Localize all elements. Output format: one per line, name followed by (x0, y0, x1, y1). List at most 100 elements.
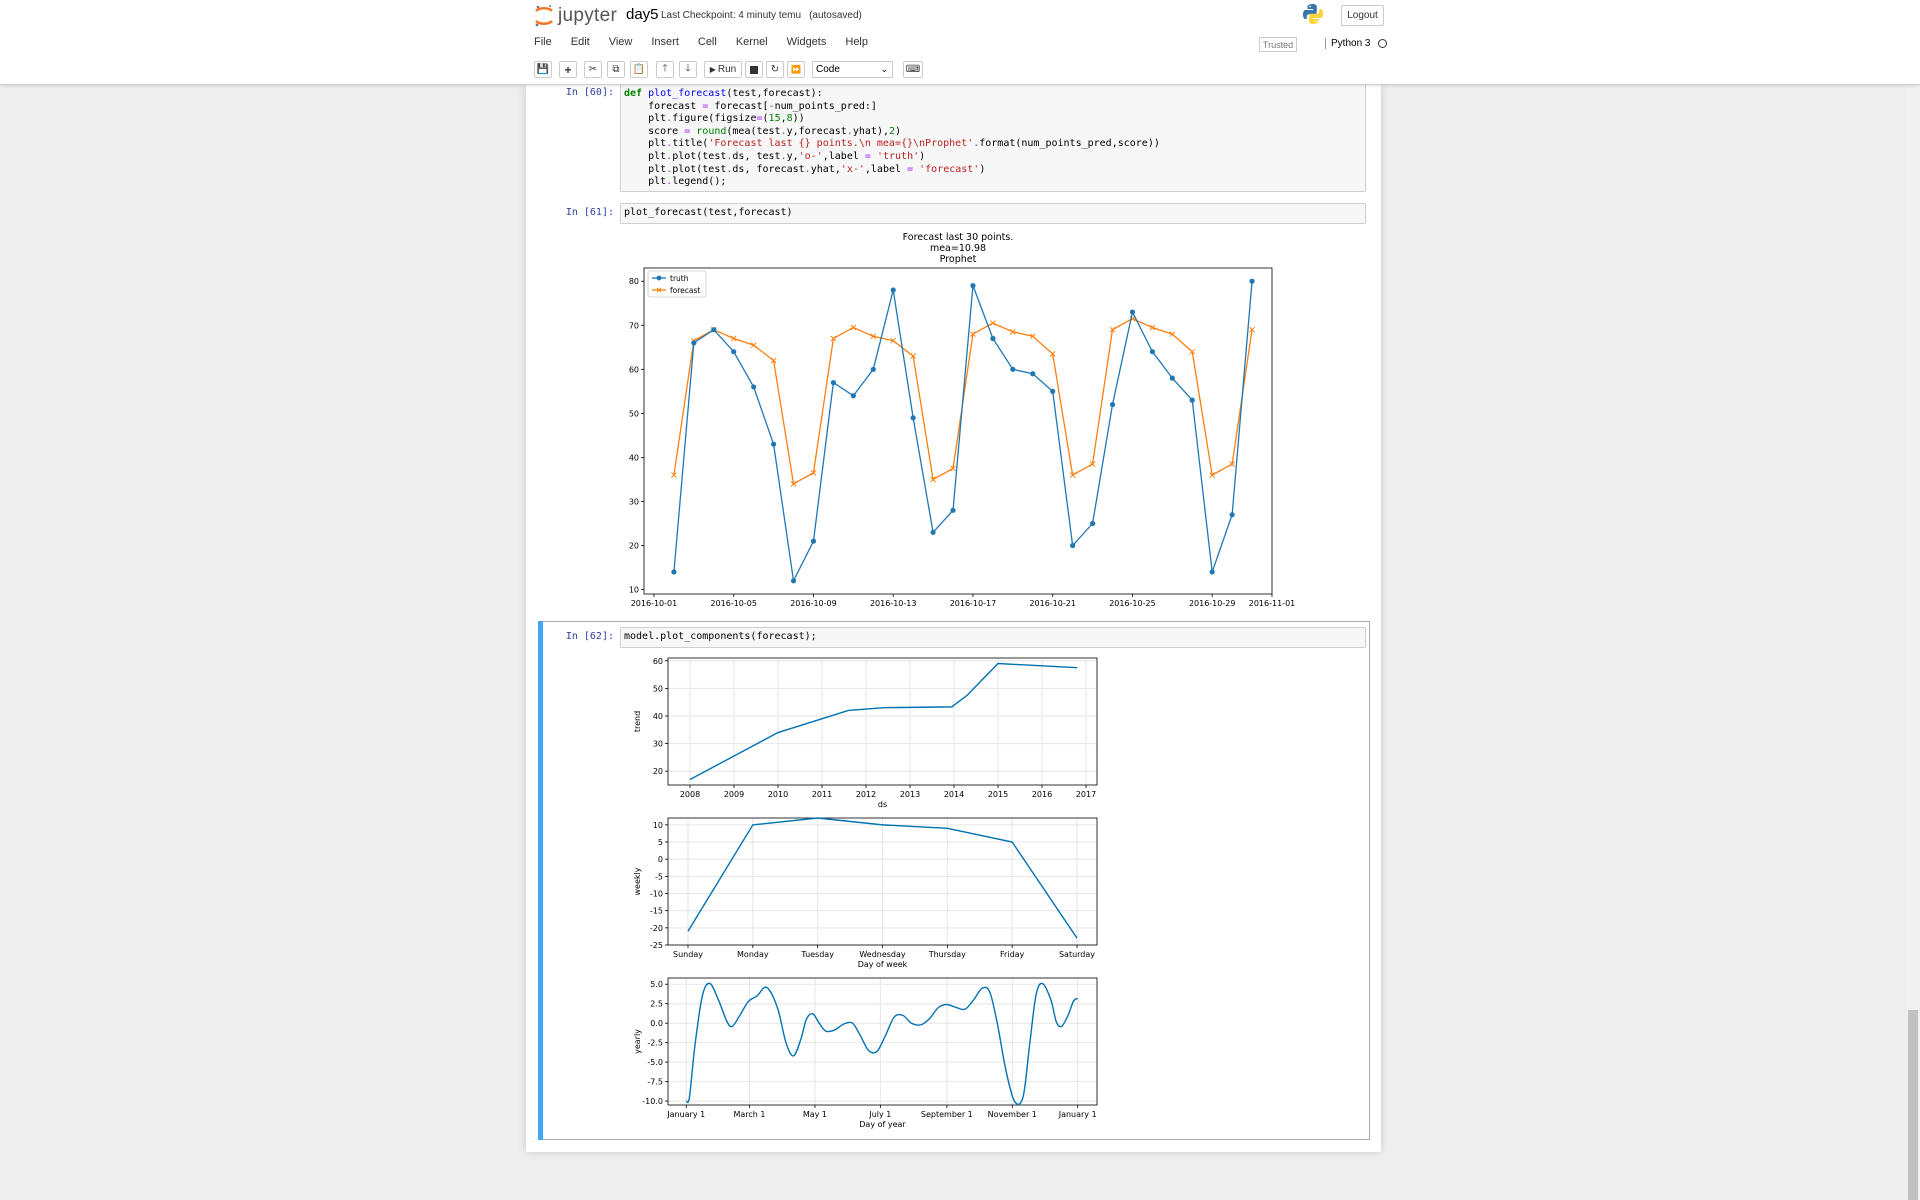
x-tick-label: 2011 (812, 790, 832, 799)
y-tick-label: -5.0 (647, 1058, 663, 1067)
trusted-badge[interactable]: Trusted (1259, 37, 1297, 52)
truth-point (930, 529, 936, 535)
y-tick-label: 5.0 (650, 980, 663, 989)
insert-cell-button[interactable]: + (559, 61, 577, 78)
kernel-idle-icon (1378, 39, 1388, 48)
legend-truth-label: truth (670, 274, 689, 283)
move-down-button[interactable]: 🡓 (679, 61, 697, 78)
chart-title: mea=10.98 (930, 243, 986, 254)
selected-cell-indicator (538, 621, 543, 1140)
forecast-point (1089, 461, 1096, 467)
restart-button[interactable]: ↻ (766, 61, 784, 78)
copy-button[interactable]: ⧉ (607, 61, 625, 78)
command-palette-button[interactable]: ⌨ (903, 61, 923, 78)
x-tick-label: 2016-10-21 (1029, 599, 1076, 608)
cell-prompt: In [62]: (565, 631, 614, 642)
y-tick-label: 0.0 (650, 1019, 663, 1028)
forecast-point (870, 333, 877, 340)
scissors-icon: ✂ (588, 64, 598, 75)
legend-forecast-marker (656, 287, 662, 293)
menu-kernel[interactable]: Kernel (735, 36, 768, 48)
y-tick-label: 50 (653, 684, 663, 693)
x-tick-label: January 1 (1058, 1110, 1097, 1119)
y-tick-label: -5 (655, 872, 663, 881)
truth-point (770, 441, 777, 447)
notebook-container (526, 84, 1381, 1152)
save-button[interactable]: 💾 (534, 61, 552, 78)
plot-frame (643, 267, 1273, 595)
trend-line (689, 662, 1078, 781)
truth-point (671, 569, 677, 575)
arrow-up-icon: 🡑 (662, 63, 668, 74)
step-forward-icon: ▶ (709, 65, 716, 74)
forecast-point (1109, 326, 1116, 333)
truth-point (1010, 366, 1016, 372)
menu-file[interactable]: File (534, 36, 552, 48)
forecast-point (970, 331, 976, 337)
menu-insert[interactable]: Insert (651, 36, 679, 48)
jupyter-logo[interactable]: jupyter (534, 3, 617, 29)
code-input[interactable]: model.plot_components(forecast); (620, 627, 1366, 648)
move-up-button[interactable]: 🡑 (656, 61, 674, 78)
x-tick-label: 2016 (1032, 790, 1052, 799)
y-tick-label: 40 (653, 712, 663, 721)
run-button[interactable]: ▶ Run (704, 61, 742, 78)
plot-frame (667, 977, 1098, 1106)
scrollbar-track[interactable] (1906, 84, 1920, 1200)
forecast-point (1029, 333, 1036, 340)
logout-button[interactable]: Logout (1341, 5, 1384, 26)
truth-point (1209, 569, 1215, 575)
truth-point (1030, 371, 1036, 377)
trend-chart: 20 30 40 50 60 2008 2009 2010 2011 2012 2013 2014 20… (633, 657, 1098, 809)
menubar: File Edit View Insert Cell Kernel Widget… (534, 36, 887, 48)
notebook-name[interactable]: day5 (626, 6, 659, 23)
menu-widgets[interactable]: Widgets (786, 36, 827, 48)
scrollbar-thumb[interactable] (1908, 1010, 1918, 1200)
forecast-point (1169, 331, 1176, 337)
y-tick-label: -25 (650, 941, 663, 950)
code-text: model.plot_components(forecast); (624, 631, 817, 642)
x-tick-label: Saturday (1059, 950, 1095, 959)
y-tick-label: 50 (629, 409, 639, 418)
restart-run-all-button[interactable]: ⏩ (787, 61, 805, 78)
forecast-point (770, 357, 777, 364)
yearly-line (685, 982, 1079, 1105)
x-tick-label: 2010 (768, 790, 788, 799)
cell-type-select[interactable]: Code ⌄ (812, 61, 893, 78)
y-tick-label: 70 (629, 321, 639, 330)
copy-icon: ⧉ (612, 64, 620, 75)
cut-button[interactable]: ✂ (584, 61, 602, 78)
cell-prompt: In [61]: (565, 207, 614, 218)
truth-point (1109, 401, 1116, 408)
chevron-down-icon: ⌄ (880, 64, 888, 74)
y-tick-label: 10 (629, 586, 639, 595)
menu-view[interactable]: View (608, 36, 633, 48)
truth-point (1169, 375, 1175, 381)
forecast-point (1149, 324, 1156, 331)
y-tick-label: 20 (629, 542, 639, 551)
code-input[interactable]: plot_forecast(test,forecast) (620, 203, 1366, 224)
menu-edit[interactable]: Edit (570, 36, 590, 48)
x-axis-label: Day of year (859, 1120, 906, 1129)
x-tick-label: 2016-10-05 (710, 599, 757, 608)
legend-forecast-label: forecast (670, 286, 700, 295)
code-input[interactable]: def plot_forecast(test,forecast): foreca… (620, 84, 1366, 192)
kernel-status[interactable]: Python 3 (1325, 38, 1388, 49)
restart-icon: ↻ (770, 64, 780, 75)
x-tick-label: Tuesday (800, 950, 834, 959)
plus-icon: + (564, 62, 572, 77)
menu-cell[interactable]: Cell (697, 36, 717, 48)
logo-text: jupyter (558, 5, 618, 26)
truth-point (1189, 397, 1195, 403)
checkpoint-text: Last Checkpoint: 4 minuty temu (661, 10, 802, 21)
jupyter-icon (535, 5, 553, 27)
paste-button[interactable]: 📋 (630, 61, 648, 78)
menu-help[interactable]: Help (845, 36, 868, 48)
y-tick-label: 30 (629, 497, 639, 506)
forecast-point (1189, 348, 1196, 355)
interrupt-button[interactable] (745, 61, 763, 78)
notebook-header: jupyter day5 Last Checkpoint: 4 minuty t… (0, 0, 1920, 85)
y-tick-label: 20 (653, 767, 663, 776)
truth-point (711, 327, 717, 333)
forecast-point (750, 342, 757, 348)
